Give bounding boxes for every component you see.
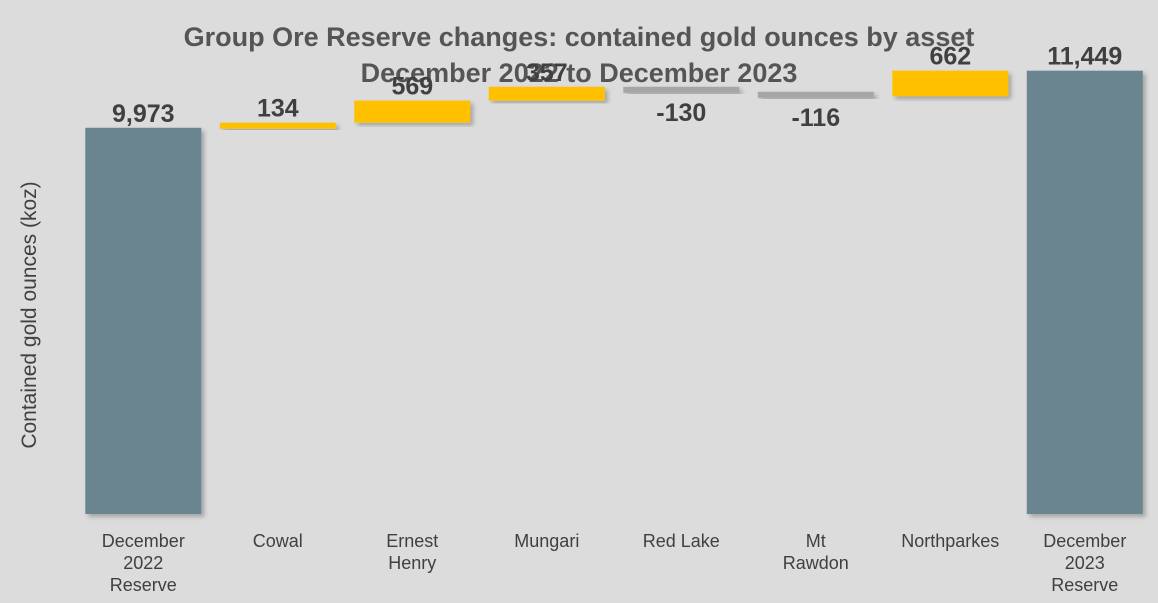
bar-0 [85, 127, 202, 515]
category-label-4: Red Lake [643, 531, 720, 551]
bar-2 [354, 100, 471, 123]
bar-3 [488, 86, 605, 101]
chart-subtitle: December 2022 to December 2023 [361, 58, 798, 88]
chart-title: Group Ore Reserve changes: contained gol… [184, 22, 975, 52]
category-label-3: Mungari [514, 531, 579, 551]
category-label-6: Northparkes [901, 531, 999, 551]
category-label-1: Cowal [253, 531, 303, 551]
category-label-0: December 2022 Reserve [102, 531, 185, 595]
data-label-2: 569 [391, 73, 433, 101]
data-label-3: 357 [526, 59, 568, 87]
data-labels-layer: 9,973 134 569 357 -130 -116 662 11,449 [112, 43, 1122, 132]
bar-5 [757, 91, 874, 98]
bar-1 [219, 122, 336, 129]
bar-7 [1026, 70, 1143, 514]
category-label-7: December 2023 Reserve [1043, 531, 1126, 595]
data-label-5: -116 [791, 104, 840, 132]
y-axis-label: Contained gold ounces (koz) [18, 181, 41, 448]
data-label-7: 11,449 [1047, 43, 1122, 71]
category-labels-layer: December 2022 Reserve Cowal Ernest Henry Munga… [102, 531, 1127, 595]
data-label-1: 134 [257, 95, 299, 123]
data-label-6: 662 [929, 43, 971, 71]
category-label-2: Ernest Henry [386, 531, 438, 573]
data-label-4: -130 [656, 99, 706, 127]
data-label-0: 9,973 [112, 100, 175, 128]
category-label-5: Mt Rawdon [783, 531, 849, 573]
bar-6 [892, 70, 1009, 97]
bar-4 [623, 86, 740, 93]
bars-layer [85, 70, 1143, 515]
